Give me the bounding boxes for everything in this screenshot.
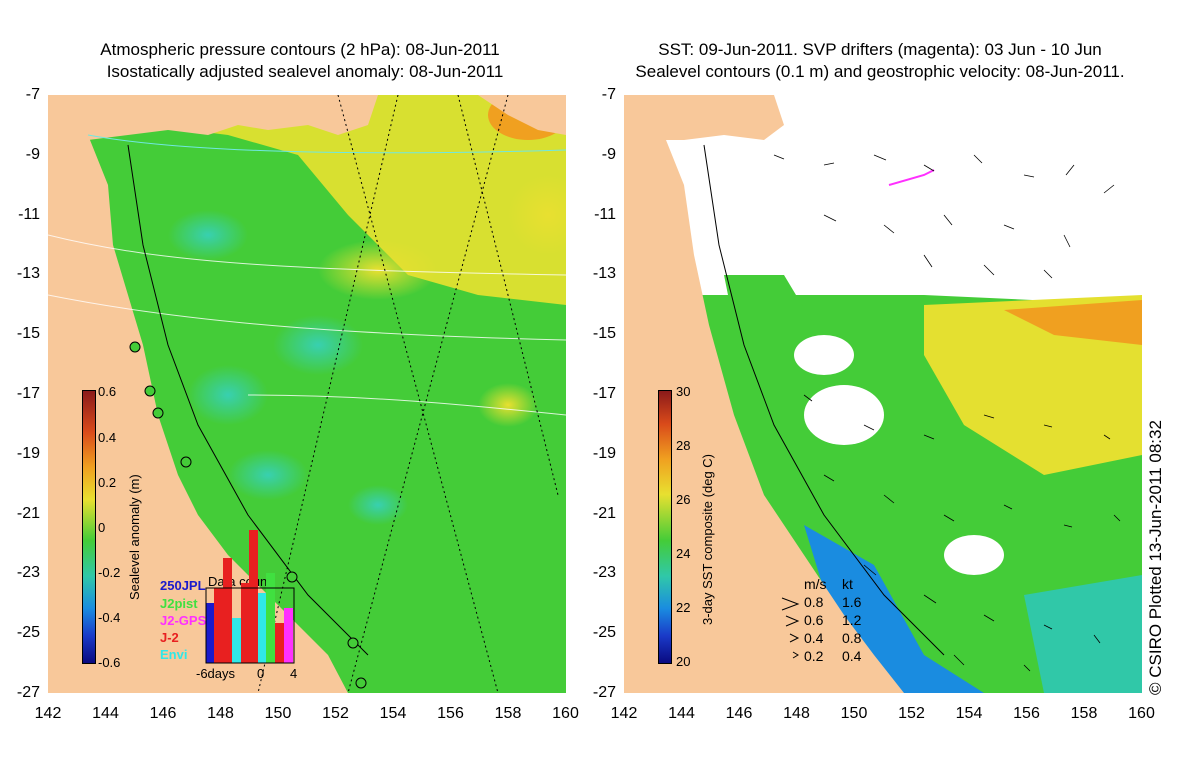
right-xtick-6: 154 <box>955 705 983 722</box>
right-xtick-0: 142 <box>610 705 638 722</box>
left-title-line2: Isostatically adjusted sealevel anomaly:… <box>106 62 504 81</box>
legend-j2gps: J2-GPS <box>160 613 207 628</box>
data-count-inset: Data count 250JPL J2pist J2-GPS J-2 Envi… <box>160 528 300 688</box>
data-count-bars <box>205 530 295 664</box>
left-cbar-tick-4: 0 <box>98 520 106 535</box>
right-ytick-6: -19 <box>592 444 616 462</box>
right-ytick-5: -17 <box>592 385 616 402</box>
count-xlabel-1: -6days <box>196 666 236 681</box>
right-xtick-9: 160 <box>1128 705 1155 722</box>
credit-text: © CSIRO Plotted 13-Jun-2011 08:32 <box>1146 420 1165 695</box>
right-ytick-2: -11 <box>594 205 616 223</box>
right-cbar-tick-4: 24 <box>676 546 691 561</box>
right-xtick-5: 152 <box>898 705 925 722</box>
left-map <box>48 95 566 693</box>
right-xtick-8: 158 <box>1070 705 1098 722</box>
vel-row4-ms: 0.2 <box>804 648 824 664</box>
legend-j2: J-2 <box>160 630 179 645</box>
left-ytick-9: -25 <box>16 624 40 642</box>
right-cbar-tick-2: 28 <box>676 438 691 453</box>
vel-row3-kt: 0.8 <box>842 630 862 646</box>
left-xtick-6: 154 <box>379 705 407 722</box>
vel-header-ms: m/s <box>804 576 827 592</box>
right-colorbar <box>658 390 672 664</box>
right-ytick-8: -23 <box>592 564 616 582</box>
left-ytick-1: -9 <box>25 145 40 163</box>
legend-envi: Envi <box>160 647 188 662</box>
right-xtick-7: 156 <box>1013 705 1040 722</box>
count-xlabel-3: 4 <box>290 666 298 681</box>
vel-row4-kt: 0.4 <box>842 648 862 664</box>
right-ytick-9: -25 <box>592 624 616 642</box>
right-title-line2: Sealevel contours (0.1 m) and geostrophi… <box>635 62 1125 81</box>
left-xtick-4: 150 <box>264 705 292 722</box>
vel-header-kt: kt <box>842 576 853 592</box>
right-xtick-4: 150 <box>840 705 868 722</box>
left-cbar-tick-5: -0.2 <box>98 565 121 580</box>
right-colorbar-label: 3-day SST composite (deg C) <box>700 454 715 625</box>
left-cbar-tick-6: -0.4 <box>98 610 121 625</box>
right-cbar-tick-6: 20 <box>676 654 691 669</box>
left-ytick-7: -21 <box>16 504 40 522</box>
right-cbar-tick-5: 22 <box>676 600 691 615</box>
left-ytick-8: -23 <box>16 564 40 582</box>
right-ytick-3: -13 <box>592 265 616 283</box>
right-map <box>624 95 1142 693</box>
left-xtick-3: 148 <box>207 705 234 722</box>
left-ytick-5: -17 <box>16 385 40 402</box>
left-xtick-7: 156 <box>437 705 464 722</box>
left-cbar-tick-7: -0.6 <box>98 655 121 670</box>
left-colorbar-label: Sealevel anomaly (m) <box>127 474 142 600</box>
velocity-arrows <box>773 154 1121 672</box>
left-ytick-6: -19 <box>16 444 40 462</box>
vel-row1-ms: 0.8 <box>804 594 824 610</box>
left-xtick-2: 146 <box>149 705 177 722</box>
velocity-legend: m/s kt 0.8 1.6 0.6 1.2 0.4 0.8 0.2 0.4 <box>780 576 890 666</box>
left-colorbar <box>82 390 96 664</box>
vel-row3-ms: 0.4 <box>804 630 824 646</box>
left-ytick-10: -27 <box>16 684 40 701</box>
legend-250jpl: 250JPL <box>160 578 206 593</box>
left-cbar-tick-2: 0.4 <box>98 430 117 445</box>
right-xtick-2: 146 <box>725 705 753 722</box>
vel-row2-kt: 1.2 <box>842 612 862 628</box>
right-ytick-7: -21 <box>592 504 616 522</box>
vel-row2-ms: 0.6 <box>804 612 824 628</box>
right-title-line1: SST: 09-Jun-2011. SVP drifters (magenta)… <box>658 40 1102 59</box>
sst-map <box>624 95 1142 693</box>
left-cbar-tick-1: 0.6 <box>98 384 117 399</box>
right-ytick-0: -7 <box>601 86 616 103</box>
left-ytick-0: -7 <box>25 86 40 103</box>
left-xtick-1: 144 <box>92 705 119 722</box>
right-xtick-3: 148 <box>783 705 810 722</box>
left-ytick-4: -15 <box>16 325 40 343</box>
right-cbar-tick-3: 26 <box>676 492 691 507</box>
right-ytick-1: -9 <box>601 145 616 163</box>
left-ytick-3: -13 <box>16 265 40 283</box>
left-title-line1: Atmospheric pressure contours (2 hPa): 0… <box>100 40 500 59</box>
right-ytick-4: -15 <box>592 325 616 343</box>
left-ytick-2: -11 <box>18 205 40 223</box>
left-xtick-9: 160 <box>552 705 579 722</box>
vel-row1-kt: 1.6 <box>842 594 862 610</box>
right-cbar-tick-1: 30 <box>676 384 691 399</box>
sealevel-anomaly-map <box>48 95 566 693</box>
left-xtick-5: 152 <box>322 705 349 722</box>
legend-j2pist: J2pist <box>160 596 198 611</box>
count-xlabel-2: 0 <box>257 666 265 681</box>
velocity-legend-arrows <box>781 597 800 659</box>
left-xtick-8: 158 <box>494 705 522 722</box>
right-xtick-1: 144 <box>668 705 695 722</box>
right-ytick-10: -27 <box>592 684 616 701</box>
left-cbar-tick-3: 0.2 <box>98 475 117 490</box>
left-xtick-0: 142 <box>34 705 62 722</box>
